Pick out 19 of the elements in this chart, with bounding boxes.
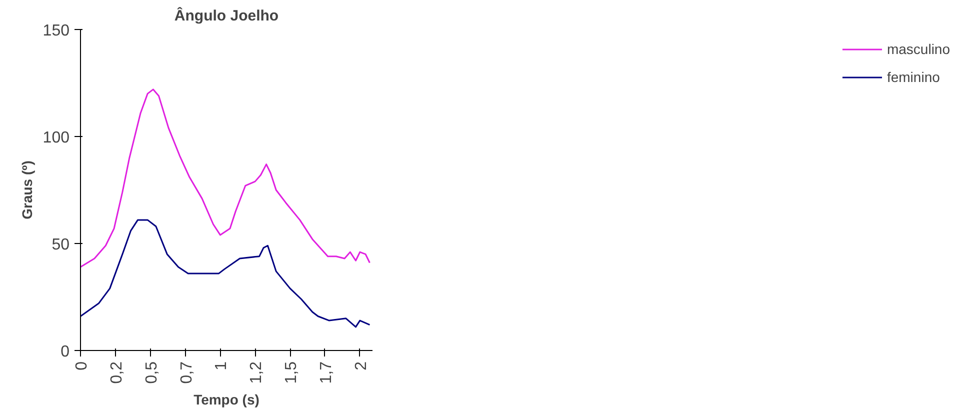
x-tick-label: 1 xyxy=(213,361,230,370)
y-axis-title: Graus (º) xyxy=(18,160,35,220)
y-tick-label: 50 xyxy=(52,236,70,254)
x-tick-label: 1,7 xyxy=(318,361,335,384)
y-tick-label: 100 xyxy=(42,130,70,146)
legend-label: feminino xyxy=(886,69,940,85)
x-tick-label: 0,5 xyxy=(143,361,160,384)
x-tick-label: 1,2 xyxy=(248,361,266,384)
x-axis-title: Tempo (s) xyxy=(194,392,260,408)
y-tick-label: 150 xyxy=(42,22,70,40)
x-tick-label: 1,5 xyxy=(283,361,300,384)
x-tick-label: 0,2 xyxy=(108,361,126,384)
legend-label: masculino xyxy=(886,41,950,57)
x-tick-label: 0,7 xyxy=(178,361,196,384)
x-tick-label: 0 xyxy=(74,361,90,370)
line-series xyxy=(80,219,370,328)
x-tick-label: 2 xyxy=(352,361,370,370)
chart-title: Ângulo Joelho xyxy=(174,6,279,24)
line-series xyxy=(80,88,370,268)
